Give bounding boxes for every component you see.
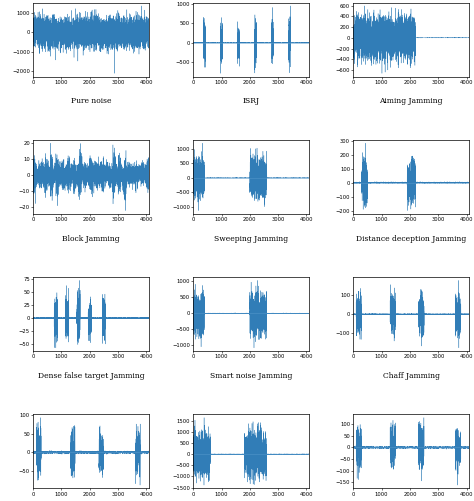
- Text: Pure noise: Pure noise: [71, 98, 111, 106]
- Text: Aiming Jamming: Aiming Jamming: [380, 98, 443, 106]
- Text: Block Jamming: Block Jamming: [63, 235, 120, 242]
- Text: Sweeping Jamming: Sweeping Jamming: [214, 235, 288, 242]
- Text: Smart noise Jamming: Smart noise Jamming: [210, 372, 292, 380]
- Text: Distance deception Jamming: Distance deception Jamming: [356, 235, 466, 242]
- Text: ISRJ: ISRJ: [243, 98, 260, 106]
- Text: Chaff Jamming: Chaff Jamming: [383, 372, 440, 380]
- Text: Dense false target Jamming: Dense false target Jamming: [38, 372, 145, 380]
